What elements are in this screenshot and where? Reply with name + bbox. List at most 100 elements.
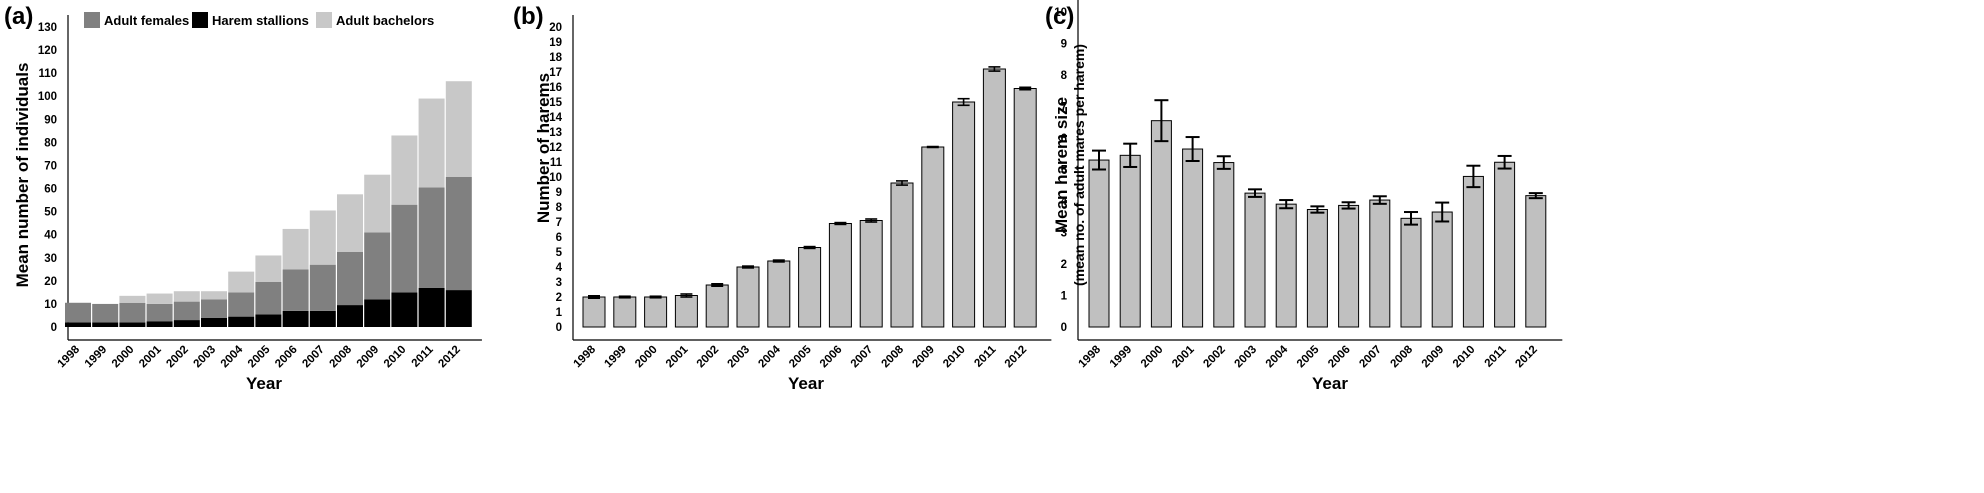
bar-harem-stallions: [445, 290, 472, 327]
y-axis-title: Mean number of individuals: [13, 63, 32, 288]
x-axis-title: Year: [246, 374, 282, 393]
y-tick-label: 10: [549, 172, 562, 184]
x-tick-label: 2008: [328, 343, 355, 370]
y-tick-label: 20: [549, 22, 562, 34]
legend-swatch: [192, 12, 208, 28]
x-tick-label: 2008: [880, 343, 907, 370]
y-tick-label: 5: [556, 247, 563, 259]
bar-harem-stallions: [282, 310, 309, 327]
bar-adult-females: [255, 282, 282, 315]
y-tick-label: 0: [1061, 322, 1067, 334]
bar-harem-stallions: [65, 322, 91, 327]
bar: [1119, 154, 1141, 328]
x-tick-label: 2008: [1389, 343, 1416, 370]
y-tick-label: 50: [44, 207, 57, 219]
bar-harem-stallions: [391, 292, 418, 327]
bar-adult-females: [337, 252, 363, 306]
y-tick-label: 7: [556, 217, 562, 229]
bar: [921, 146, 945, 328]
y-tick-label: 6: [556, 232, 562, 244]
bar-adult-females: [65, 302, 91, 323]
y-tick-label: 3: [556, 277, 562, 289]
bar-adult-females: [418, 187, 445, 288]
y-axis-title: Mean harem size: [1052, 97, 1071, 233]
y-tick-label: 10: [44, 299, 57, 311]
bar-harem-stallions: [146, 321, 173, 327]
x-tick-label: 2010: [382, 344, 409, 371]
bar-adult-bachelors: [201, 291, 227, 300]
y-tick-label: 19: [549, 37, 562, 49]
x-tick-label: 1998: [1077, 343, 1104, 370]
bar-adult-females: [364, 232, 391, 300]
y-tick-label: 11: [550, 157, 563, 169]
bar: [798, 247, 822, 328]
y-tick-label: 15: [549, 97, 562, 109]
y-tick-label: 9: [1061, 39, 1067, 51]
x-tick-label: 2002: [1201, 344, 1228, 371]
x-tick-label: 2009: [355, 344, 382, 371]
bar-adult-bachelors: [282, 228, 309, 270]
bar-adult-bachelors: [255, 255, 282, 282]
y-tick-label: 13: [549, 127, 562, 139]
bar-adult-females: [282, 269, 309, 311]
y-tick-label: 6: [1061, 133, 1067, 145]
bar: [1244, 192, 1266, 328]
y-tick-label: 2: [1061, 259, 1067, 271]
x-axis-title: Year: [1312, 374, 1348, 393]
bar-adult-bachelors: [309, 210, 336, 265]
y-tick-label: 7: [1061, 102, 1067, 114]
y-tick-label: 0: [556, 322, 562, 334]
x-tick-label: 2001: [664, 343, 691, 370]
y-tick-label: 20: [44, 276, 57, 288]
y-tick-label: 1: [556, 307, 563, 319]
bar-adult-females: [228, 292, 255, 317]
bar: [1494, 161, 1516, 328]
x-tick-label: 1999: [602, 344, 629, 371]
x-tick-label: 2001: [1170, 343, 1197, 370]
legend-label: Adult females: [104, 13, 189, 28]
x-tick-label: 2000: [110, 344, 137, 371]
x-tick-label: 2003: [1233, 344, 1260, 371]
legend-label: Harem stallions: [212, 13, 309, 28]
bar: [705, 284, 729, 328]
bar-adult-bachelors: [228, 271, 255, 293]
bar-harem-stallions: [119, 322, 146, 327]
x-tick-label: 2001: [137, 343, 164, 370]
x-tick-label: 2006: [818, 344, 845, 371]
bar: [890, 182, 914, 328]
bar-adult-bachelors: [337, 194, 363, 252]
x-tick-label: 2002: [695, 344, 722, 371]
bar: [1431, 211, 1453, 328]
bar: [952, 101, 976, 328]
bar-adult-bachelors: [146, 293, 173, 304]
bar-adult-bachelors: [391, 135, 418, 205]
legend-swatch: [84, 12, 100, 28]
x-tick-label: 1998: [572, 343, 599, 370]
y-tick-label: 40: [44, 230, 57, 242]
y-axis-title: Number of harems: [534, 73, 553, 223]
bar: [674, 295, 698, 328]
x-tick-label: 2011: [410, 343, 437, 370]
x-tick-label: 2002: [164, 344, 191, 371]
x-tick-label: 2011: [1483, 343, 1510, 370]
bar-adult-bachelors: [119, 295, 146, 303]
panel-letter: (a): [4, 3, 33, 30]
bar: [1369, 199, 1391, 328]
x-axis-title: Year: [788, 374, 824, 393]
bar: [582, 296, 606, 328]
bar: [1213, 162, 1235, 328]
panel-letter: (b): [513, 3, 544, 30]
bar-adult-females: [391, 204, 418, 293]
bar-harem-stallions: [228, 316, 255, 327]
y-tick-label: 60: [44, 184, 57, 196]
bar-harem-stallions: [201, 317, 227, 327]
x-tick-label: 2004: [756, 343, 783, 370]
x-tick-label: 2011: [972, 343, 999, 370]
y-tick-label: 120: [38, 45, 57, 57]
bar: [1525, 195, 1547, 328]
x-tick-label: 2000: [633, 344, 660, 371]
x-tick-label: 2010: [941, 344, 968, 371]
bar: [767, 260, 791, 328]
